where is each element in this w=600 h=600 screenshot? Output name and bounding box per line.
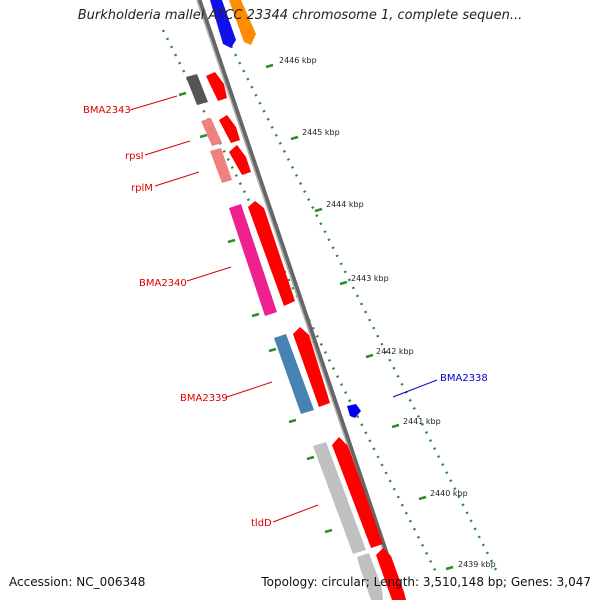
gene-rplm-feature[interactable] xyxy=(210,148,232,183)
gene-label-bma2339[interactable]: BMA2339 xyxy=(180,393,228,404)
outer-tick-marks xyxy=(265,63,454,571)
gene-label-rplm[interactable]: rplM xyxy=(131,183,153,194)
gene-bma2343-feature[interactable] xyxy=(186,74,208,105)
gene-bma2338-feature[interactable] xyxy=(347,404,361,418)
gene-labels: BMA2343 rpsI rplM BMA2340 BMA2339 tldD B… xyxy=(83,105,488,529)
gene-label-bma2340[interactable]: BMA2340 xyxy=(139,278,187,289)
bma2340-leader-line xyxy=(186,266,232,282)
bma2338-leader-line xyxy=(392,379,438,398)
gene-blue-partial[interactable] xyxy=(210,0,236,48)
bma2343-leader-line xyxy=(129,95,178,111)
rplm-leader-line xyxy=(154,171,200,187)
kbp-tick-label: 2443 kbp xyxy=(351,274,389,283)
gene-bma2340-feature[interactable] xyxy=(229,204,277,316)
gene-rplm-strand-arrow[interactable] xyxy=(229,145,251,175)
sequence-title: Burkholderia mallei ATCC 23344 chromosom… xyxy=(77,8,523,23)
inner-tick-marks xyxy=(178,91,333,534)
accession-info: Accession: NC_006348 xyxy=(9,575,146,589)
gene-rpsi-feature[interactable] xyxy=(201,118,222,146)
gene-tldd-strand-arrow[interactable] xyxy=(332,437,383,548)
gene-label-bma2338[interactable]: BMA2338 xyxy=(440,373,488,384)
kbp-tick-label: 2445 kbp xyxy=(302,128,340,137)
topology-info: Topology: circular; Length: 3,510,148 bp… xyxy=(261,575,591,589)
gene-rpsi-strand-arrow[interactable] xyxy=(219,115,240,143)
gene-bma2339-strand-arrow[interactable] xyxy=(293,327,330,407)
gene-label-rpsi[interactable]: rpsI xyxy=(125,151,144,162)
gene-bma2339-feature[interactable] xyxy=(274,334,314,414)
kbp-tick-label: 2439 kbp xyxy=(458,560,496,569)
kbp-tick-label: 2441 kbp xyxy=(403,417,441,426)
gene-red-partial[interactable] xyxy=(376,548,406,600)
kbp-tick-label: 2442 kbp xyxy=(376,347,414,356)
gene-label-bma2343[interactable]: BMA2343 xyxy=(83,105,131,116)
rpsi-leader-line xyxy=(144,140,191,156)
gene-bma2340-strand-arrow[interactable] xyxy=(248,201,295,306)
kbp-tick-label: 2444 kbp xyxy=(326,200,364,209)
gene-bma2343-strand-arrow[interactable] xyxy=(206,72,227,101)
chromosome-backbone xyxy=(196,0,405,600)
kbp-tick-label: 2440 kbp xyxy=(430,489,468,498)
tldd-leader-line xyxy=(272,504,319,523)
gene-tldd-feature[interactable] xyxy=(313,442,366,554)
kbp-tick-label: 2446 kbp xyxy=(279,56,317,65)
bma2339-leader-line xyxy=(226,381,273,398)
gene-label-tldd[interactable]: tldD xyxy=(251,518,272,529)
gene-grey-partial[interactable] xyxy=(357,553,383,600)
kbp-scale-labels: 2446 kbp 2445 kbp 2444 kbp 2443 kbp 2442… xyxy=(279,56,496,569)
gene-orange-partial[interactable] xyxy=(229,0,256,45)
